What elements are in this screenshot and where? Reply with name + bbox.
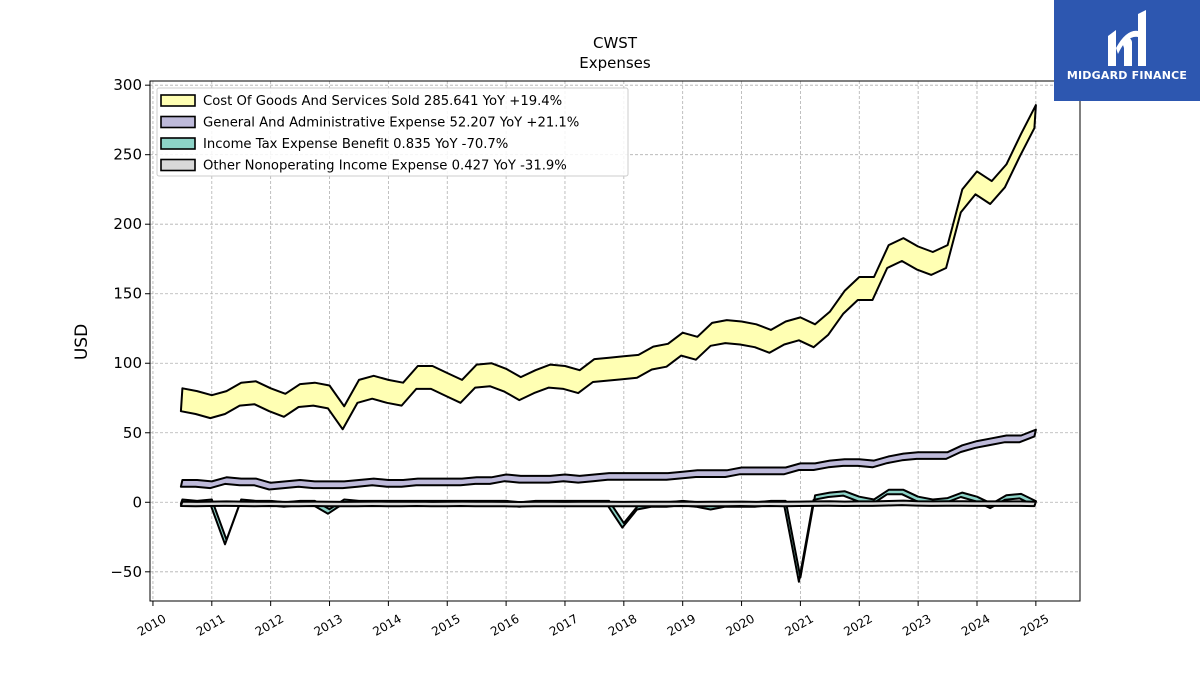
x-tick-label: 2021 [782, 611, 815, 638]
x-tick-label: 2013 [312, 611, 345, 638]
legend-entry: General And Administrative Expense 52.20… [203, 116, 579, 131]
legend-swatch [160, 158, 196, 172]
legend: Cost Of Goods And Services Sold 285.641 … [156, 87, 629, 177]
y-tick-label: 100 [113, 354, 142, 372]
series-band-3 [179, 499, 1037, 508]
legend-entry: Income Tax Expense Benefit 0.835 YoY -70… [203, 137, 508, 152]
x-tick-label: 2010 [135, 611, 168, 638]
y-tick-label: 0 [132, 493, 142, 511]
series-band-1 [179, 428, 1037, 491]
x-tick-label: 2011 [194, 611, 227, 638]
midgard-finance-logo: MIDGARD FINANCE [1054, 0, 1200, 101]
y-tick-label: 300 [113, 76, 142, 94]
legend-swatch [160, 115, 196, 129]
legend-entry: Cost Of Goods And Services Sold 285.641 … [203, 94, 562, 109]
plot-frame [149, 80, 1081, 602]
x-tick-label: 2016 [488, 611, 521, 638]
y-tick-label: −50 [110, 563, 142, 581]
x-tick-label: 2022 [841, 611, 874, 638]
x-tick-label: 2015 [429, 611, 462, 638]
chart-title: CWST [593, 34, 638, 52]
logo-mark-icon [1108, 10, 1146, 66]
x-tick-label: 2024 [959, 611, 992, 638]
legend-swatch [160, 137, 196, 150]
chart-subtitle: Expenses [579, 54, 651, 72]
legend-frame [156, 87, 629, 177]
y-axis-label: USD [72, 324, 92, 360]
x-tick-label: 2018 [606, 611, 639, 638]
y-tick-label: 50 [123, 424, 142, 442]
y-tick-label: 250 [113, 146, 142, 164]
y-tick-label: 200 [113, 215, 142, 233]
legend-swatch [160, 94, 196, 107]
logo-text: MIDGARD FINANCE [1066, 69, 1188, 82]
x-tick-label: 2012 [253, 611, 286, 638]
y-tick-label: 150 [113, 285, 142, 303]
x-tick-label: 2020 [724, 611, 757, 638]
x-tick-label: 2019 [665, 611, 698, 638]
series-band-0 [179, 104, 1037, 431]
x-tick-label: 2023 [900, 611, 933, 638]
x-tick-label: 2017 [547, 611, 580, 638]
x-tick-label: 2014 [370, 611, 403, 638]
x-tick-label: 2025 [1018, 611, 1051, 638]
plot-area: −50 0 50 100 150 200 250 300 2010 2011 2012 2013 201… [110, 76, 1081, 639]
legend-entry: Other Nonoperating Income Expense 0.427 … [203, 159, 567, 174]
